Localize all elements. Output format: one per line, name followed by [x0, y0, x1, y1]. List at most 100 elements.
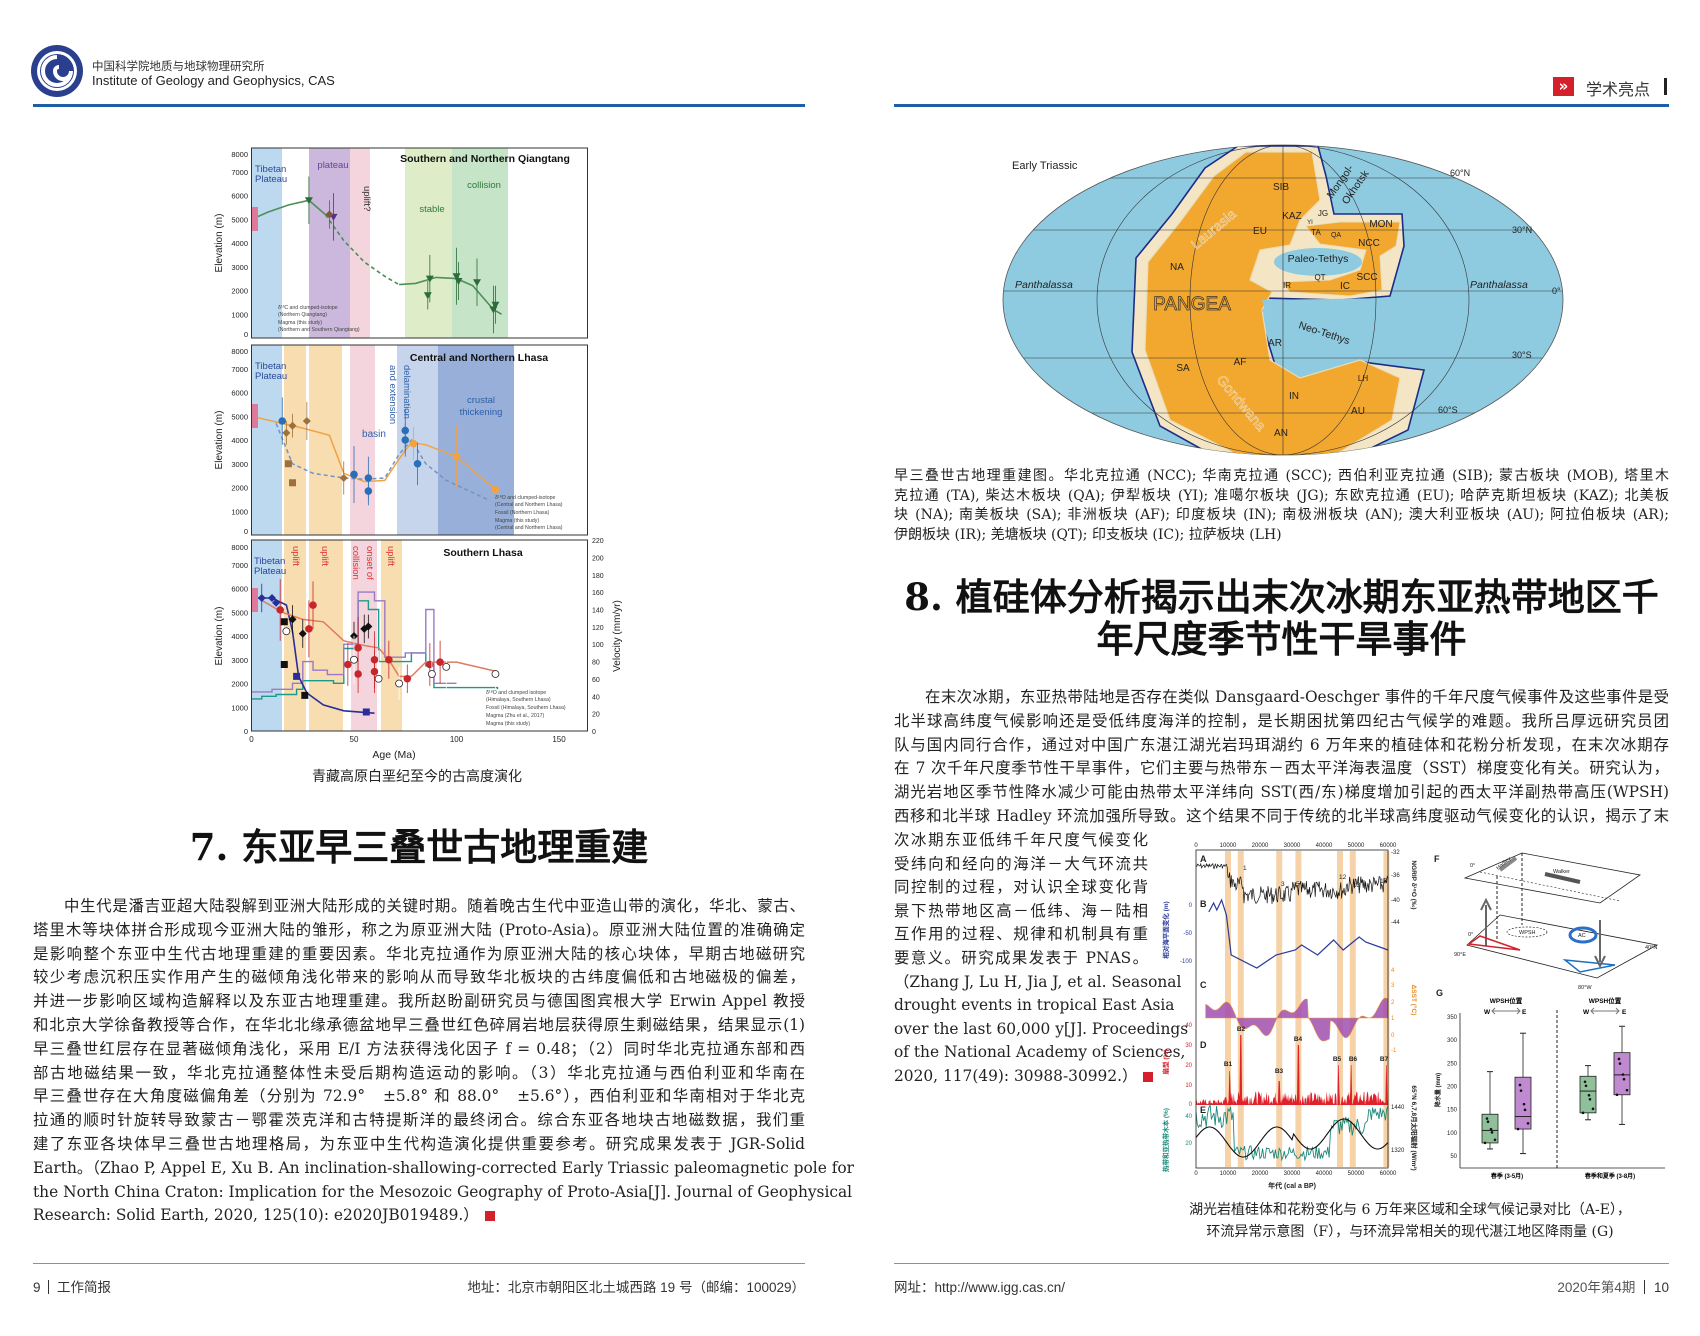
west-label: W	[1583, 1009, 1590, 1016]
page-number: 10	[1653, 1280, 1669, 1295]
fossil-data-point	[280, 618, 288, 626]
paragraph-line: 部古地磁结果一致，华北克拉通整体性未受后期构造运动的影响。（3）华北克拉通与西伯…	[33, 1063, 805, 1083]
text-line: 互作用的过程、规律和机制具有重	[894, 925, 1148, 944]
warm-pool-icon	[1467, 935, 1521, 951]
text-line: over the last 60,000 y[J]. Proceedings	[894, 1019, 1189, 1038]
label-collision: collision	[350, 546, 361, 580]
elevation-curve-inferred	[275, 423, 488, 501]
x-axis-label: Age (Ma)	[372, 749, 415, 761]
paragraph-line: 西移和北半球 Hadley 环流加强所导致。这个结果不同于传统的北半球高纬度驱动…	[894, 806, 1669, 826]
magma-data-point	[350, 470, 358, 479]
paragraph-line: 是影响整个东亚中生代古地理重建的重要因素。华北克拉通作为原亚洲大陆的核心块体，早…	[33, 944, 805, 964]
elevation-tick-label: 2000	[231, 287, 248, 296]
text-line: drought events in tropical East Asia	[894, 996, 1175, 1015]
x-tick-label: 0	[1194, 843, 1198, 849]
legend-text: (Central and Northern Lhasa)	[495, 525, 563, 531]
elevation-tick-label: 8000	[231, 150, 248, 159]
magma-data-point	[304, 197, 313, 205]
magma-data-point	[350, 655, 358, 664]
section-heading-8-line1: 8. 植硅体分析揭示出末次冰期东亚热带地区千	[904, 575, 1659, 619]
block-label: IR	[1283, 281, 1291, 290]
band-crustal-thickening	[438, 345, 514, 535]
paragraph-line: 湖光岩地区季节性降水减少可能由热带太平洋纬向 SST(西/东)梯度增加引起的西太…	[894, 782, 1669, 802]
x-tick-label: 30000	[1284, 1171, 1301, 1177]
text-line: 块 (NA); 南美板块 (SA); 非洲板块 (AF); 印度板块 (IN);…	[894, 507, 1669, 524]
text-line: 并进一步影响区域构造解释以及东亚古地理重建。我所赵盼副研究员与德国图宾根大学 E…	[33, 992, 805, 1011]
data-point	[1587, 1093, 1591, 1097]
data-point	[1588, 1098, 1592, 1101]
x-tick-label: 10000	[1220, 843, 1237, 849]
magma-data-point	[491, 486, 500, 494]
legend-text: δ¹⁸O and clumped-isotope	[495, 495, 556, 501]
isotope-data-point	[302, 417, 311, 425]
panel-frame	[251, 539, 588, 732]
section-label: 学术亮点	[1586, 82, 1651, 99]
block-label: SIB	[1273, 182, 1289, 193]
band-orange	[309, 345, 342, 535]
elevation-tick-label: 3000	[231, 263, 248, 272]
drought-event-band	[1276, 851, 1283, 1167]
magma-data-point	[374, 674, 383, 683]
anticyclone-icon	[1568, 926, 1598, 944]
east-asia-blocks	[1280, 221, 1401, 297]
elevation-tick-label: 0	[244, 527, 248, 536]
x-tick-label: 40000	[1316, 843, 1333, 849]
data-point	[1591, 1107, 1595, 1111]
west-label: W	[1484, 1009, 1491, 1016]
paragraph-line: （Zhang J, Lu H, Jia J, et al. Seasonal	[894, 972, 1181, 992]
label-plateau-stage: plateau	[317, 160, 348, 171]
magma-data-point	[278, 417, 287, 425]
magma-data-point	[276, 606, 285, 614]
panel-frame	[251, 147, 588, 339]
early-triassic-map: Early Triassic 60°N 30°N 0° 30°S 60°S Pa…	[1002, 144, 1564, 456]
plot-frame	[1195, 849, 1389, 1169]
data-point	[1519, 1089, 1523, 1092]
legend-text: (Central and Northern Lhasa)	[495, 502, 563, 508]
legend-text: (Northern and Southern Qiangtang)	[278, 327, 360, 333]
paragraph-line: 2020, 117(49): 30988-30992.）	[894, 1066, 1154, 1086]
paragraph-line: 中生代是潘吉亚超大陆裂解到亚洲大陆形成的关键时期。随着晚古生代中亚造山带的演化，…	[64, 896, 805, 916]
block-label: EU	[1253, 226, 1267, 237]
band-stable	[405, 148, 452, 338]
section-heading-7: 7. 东亚早三叠世古地理重建	[189, 825, 649, 869]
legend-text: Magma (this study)	[278, 320, 322, 326]
y-tick-label: 0	[1391, 1033, 1395, 1039]
elevation-tick-label: 8000	[231, 543, 248, 552]
figure-caption: 青藏高原白垩纪至今的古高度演化	[312, 769, 522, 785]
data-point	[1617, 1057, 1621, 1061]
block-label: KAZ	[1282, 211, 1301, 222]
y-tick-label: 3	[1391, 983, 1395, 989]
text-line: 景下热带地区高－低纬、海－陆相	[894, 901, 1148, 920]
magma-data-point	[413, 459, 422, 468]
paragraph-line: the North China Craton: Implication for …	[33, 1182, 852, 1202]
isotope-data-point	[288, 615, 297, 624]
y-tick-label: 0	[1189, 903, 1193, 909]
label-plateau: Plateau	[255, 371, 287, 382]
data-point	[1518, 1083, 1522, 1087]
legend-text: Magma (this study)	[486, 721, 530, 727]
text-line: the North China Craton: Implication for …	[33, 1182, 853, 1201]
panel-frame	[251, 344, 588, 536]
velocity-tick-label: 20	[592, 712, 600, 719]
x-tick-label: 60000	[1380, 843, 1397, 849]
block-label: LH	[1358, 374, 1368, 383]
block-label: AU	[1351, 406, 1365, 417]
fossil-data-point	[289, 479, 296, 487]
legend-text: Magma (this study)	[495, 518, 539, 524]
elevation-tick-label: 3000	[231, 460, 248, 469]
data-point	[1622, 1077, 1626, 1081]
woody-pollen-line	[1195, 1103, 1389, 1162]
text-line: 2020, 117(49): 30988-30992.）	[894, 1067, 1138, 1085]
label-uplift: uplift	[385, 546, 396, 566]
org-name-cn: 中国科学院地质与地球物理研究所	[92, 61, 265, 73]
footer-website[interactable]: 网址：http://www.igg.cas.cn/	[894, 1280, 1066, 1295]
panel-qiangtang-bands	[252, 148, 508, 338]
elevation-tick-label: 6000	[231, 192, 248, 201]
elevation-tick-label: 0	[244, 727, 248, 736]
text-line: 塔里木等块体拼合形成现今亚洲大陆的雏形，称之为原亚洲大陆 (Proto-Asia…	[33, 920, 805, 939]
legend: δ¹⁸O and clumped-isotope (Central and No…	[495, 495, 563, 531]
legend-text: Fossil (Himalaya, Southern Lhasa)	[486, 705, 566, 711]
band-basin	[350, 345, 375, 535]
y-tick-label: 40	[1185, 1023, 1192, 1029]
velocity-tick-label: 40	[592, 694, 600, 701]
